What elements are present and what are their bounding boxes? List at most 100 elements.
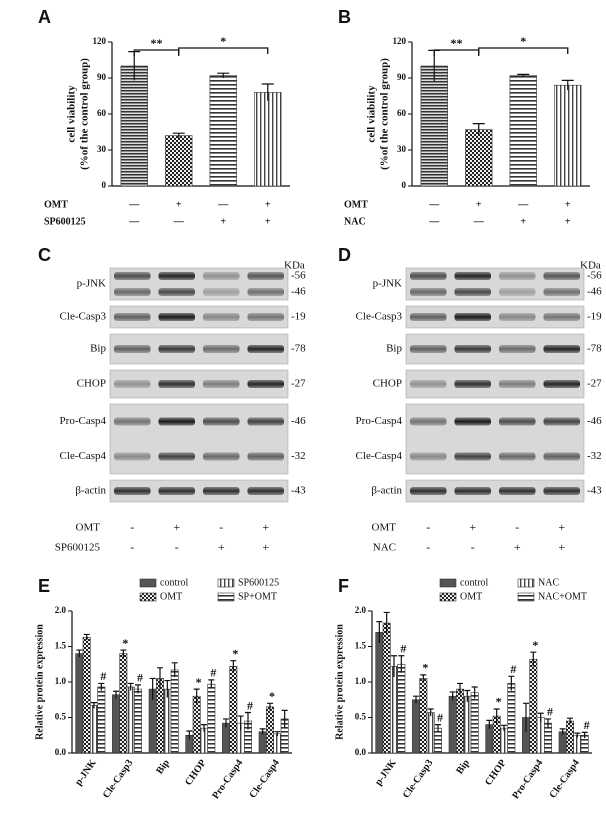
legend-swatch <box>217 578 235 588</box>
legend-label: NAC <box>538 577 559 588</box>
kda-marker: -78 <box>291 343 306 355</box>
error-bar <box>493 708 500 724</box>
legend-label: SP600125 <box>238 577 279 588</box>
y-tick-label: 0.0 <box>55 747 67 757</box>
legend-label: OMT <box>160 591 182 602</box>
error-bar <box>523 702 529 732</box>
error-bar <box>171 662 178 678</box>
blot-band <box>543 288 580 296</box>
blot-band <box>454 345 491 353</box>
blot-band <box>158 452 195 461</box>
annotation: * <box>196 675 202 689</box>
error-bar <box>208 679 215 689</box>
panel-letter: E <box>38 576 50 596</box>
blot-band <box>203 487 240 495</box>
error-bar <box>193 688 200 704</box>
annotation: # <box>247 698 253 712</box>
condition-sign: - <box>515 520 519 534</box>
protein-label: Bip <box>90 343 106 355</box>
blot-band <box>499 288 536 296</box>
legend-label: NAC+OMT <box>538 591 587 602</box>
blot-band <box>454 313 491 321</box>
annotation: # <box>137 671 143 685</box>
error-bar <box>237 715 244 731</box>
condition-sign: + <box>558 540 565 554</box>
blot-band <box>410 272 447 280</box>
x-tick-label: Bip <box>154 757 172 776</box>
kda-marker: -19 <box>291 311 306 323</box>
bar <box>97 686 106 754</box>
bar <box>156 678 164 754</box>
condition-sign: + <box>262 520 269 534</box>
kda-marker: -32 <box>587 450 602 462</box>
bar <box>554 84 582 187</box>
bar <box>470 692 479 754</box>
y-tick-label: 0.5 <box>55 712 67 722</box>
bar <box>390 666 398 754</box>
bar <box>426 712 435 754</box>
panel-letter: F <box>338 576 349 596</box>
kda-marker: -32 <box>291 450 306 462</box>
condition-sign: + <box>265 216 271 227</box>
annotation: # <box>100 669 106 683</box>
blot-band <box>410 487 447 495</box>
condition-name: OMT <box>76 522 101 534</box>
error-bar <box>472 123 485 136</box>
bar <box>200 727 208 754</box>
blot-box <box>109 403 289 475</box>
error-bar <box>567 717 573 724</box>
annotation: # <box>547 705 553 719</box>
error-bar <box>186 730 193 740</box>
blot-band <box>203 345 240 353</box>
blot-band <box>114 380 151 388</box>
legend-swatch <box>439 578 457 588</box>
blot-band <box>410 380 447 388</box>
legend-swatch <box>517 592 535 602</box>
blot-band <box>247 345 284 353</box>
protein-label: β-actin <box>371 485 402 497</box>
y-axis-label: (%of the control group) <box>379 58 391 170</box>
blot-band <box>454 452 491 461</box>
legend-swatch <box>517 578 535 588</box>
y-tick-label: 1.5 <box>55 641 67 651</box>
blot-band <box>114 288 151 296</box>
y-axis-label: Relative protein expression <box>34 624 45 740</box>
blot-box <box>405 305 585 329</box>
condition-sign: + <box>469 520 476 534</box>
blot-band <box>158 345 195 353</box>
error-bar <box>261 83 274 101</box>
bar <box>120 65 148 187</box>
x-tick-label: Bip <box>454 757 472 776</box>
blot-band <box>410 452 447 461</box>
x-tick-label: Cle-Casp3 <box>401 758 436 801</box>
bar <box>434 727 442 754</box>
kda-marker: -19 <box>587 311 602 323</box>
annotation: * <box>496 695 502 709</box>
condition-sign: + <box>173 520 180 534</box>
condition-sign: + <box>565 199 571 210</box>
protein-label: CHOP <box>77 378 106 390</box>
bar <box>134 688 142 754</box>
error-bar <box>383 611 390 634</box>
error-bar <box>508 675 515 691</box>
y-tick-label: 1.5 <box>355 641 367 651</box>
protein-label: Cle-Casp3 <box>60 311 107 323</box>
legend-swatch <box>139 592 157 602</box>
error-bar <box>517 73 530 77</box>
bar <box>112 694 120 754</box>
error-bar <box>427 708 434 717</box>
bar <box>397 663 406 754</box>
condition-name: SP600125 <box>44 216 86 227</box>
blot-band <box>158 417 195 426</box>
error-bar <box>76 649 83 658</box>
error-bar <box>559 728 566 735</box>
y-tick-label: 120 <box>393 36 407 46</box>
blot-band <box>454 417 491 426</box>
blot-panel: D KDa-56 -46 p-JNK -19 Cle-Casp3 -78 Bip -27 CHOP… <box>338 245 602 554</box>
kda-unit: KDa <box>284 260 305 272</box>
condition-sign: - <box>130 540 134 554</box>
kda-marker: -46 <box>291 415 306 427</box>
x-tick-label: Cle-Casp4 <box>547 758 582 801</box>
